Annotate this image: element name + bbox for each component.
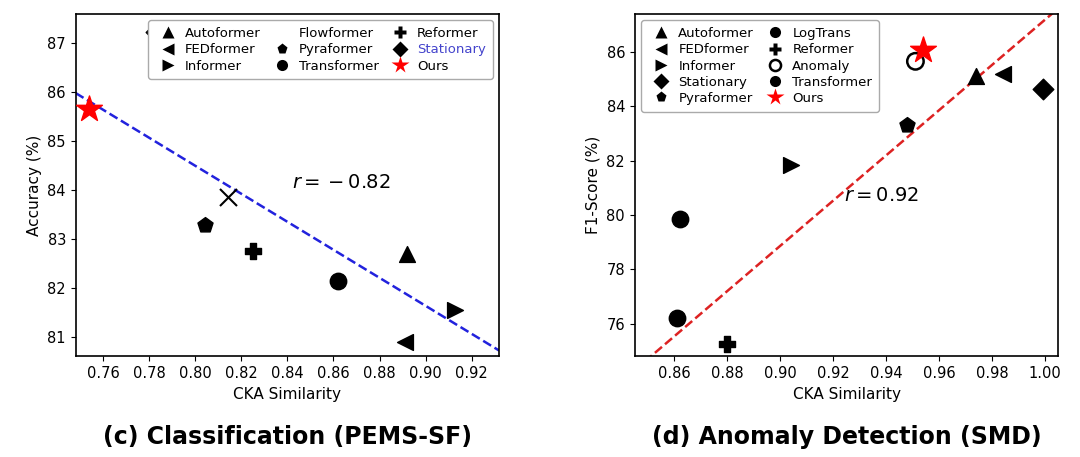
Text: (d) Anomaly Detection (SMD): (d) Anomaly Detection (SMD): [651, 425, 1041, 449]
Point: [899, 122, 916, 129]
Point: [782, 161, 799, 168]
Point: [447, 306, 464, 314]
Point: [671, 215, 688, 223]
Point: [995, 70, 1012, 77]
Point: [148, 29, 165, 36]
Legend: Autoformer, FEDformer, Informer, Flowformer, Pyraformer, Transformer, Reformer, : Autoformer, FEDformer, Informer, Flowfor…: [148, 20, 492, 79]
Y-axis label: Accuracy (%): Accuracy (%): [27, 134, 42, 236]
Point: [195, 222, 213, 229]
Y-axis label: F1-Score (%): F1-Score (%): [585, 136, 600, 234]
Text: $r = -0.82$: $r = -0.82$: [292, 174, 391, 191]
Point: [669, 315, 686, 322]
Point: [399, 250, 416, 257]
Point: [915, 47, 932, 54]
Point: [396, 338, 414, 345]
Legend: Autoformer, FEDformer, Informer, Stationary, Pyraformer, LogTrans, Reformer, Ano: Autoformer, FEDformer, Informer, Station…: [642, 20, 879, 112]
Point: [244, 248, 261, 255]
Point: [219, 194, 237, 201]
Point: [81, 106, 98, 113]
Point: [907, 58, 924, 65]
Point: [719, 340, 737, 348]
Text: (c) Classification (PEMS-SF): (c) Classification (PEMS-SF): [103, 425, 472, 449]
X-axis label: CKA Similarity: CKA Similarity: [793, 387, 901, 402]
Point: [1034, 85, 1051, 92]
Point: [329, 277, 347, 284]
Point: [968, 73, 985, 80]
X-axis label: CKA Similarity: CKA Similarity: [233, 387, 341, 402]
Text: $r = 0.92$: $r = 0.92$: [843, 187, 919, 205]
